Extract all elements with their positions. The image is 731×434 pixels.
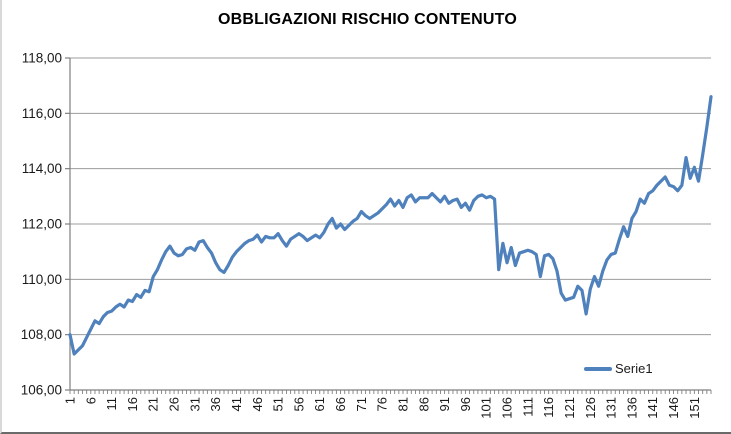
y-tick-label: 110,00 xyxy=(22,272,62,287)
x-tick-label: 106 xyxy=(500,397,515,419)
x-tick-label: 6 xyxy=(83,397,98,404)
x-tick-label: 121 xyxy=(562,397,577,419)
x-tick-label: 46 xyxy=(250,397,265,411)
legend-line-swatch xyxy=(584,366,612,371)
y-tick-label: 118,00 xyxy=(22,51,62,66)
chart-title: OBBLIGAZIONI RISCHIO CONTENUTO xyxy=(217,11,518,28)
x-tick-label: 51 xyxy=(271,397,286,411)
x-tick-label: 31 xyxy=(187,397,202,411)
x-tick-label: 16 xyxy=(125,397,140,411)
y-tick-label: 116,00 xyxy=(22,106,62,121)
y-tick-label: 108,00 xyxy=(21,327,62,342)
legend-label: Serie1 xyxy=(615,361,653,376)
x-tick-label: 76 xyxy=(375,397,390,411)
x-tick-label: 81 xyxy=(395,397,410,411)
x-tick-label: 91 xyxy=(437,397,452,411)
x-tick-label: 41 xyxy=(229,397,244,411)
legend: Serie1 xyxy=(584,361,653,376)
x-tick-label: 116 xyxy=(541,397,556,418)
x-tick-label: 61 xyxy=(312,397,327,411)
series-line xyxy=(68,95,713,356)
x-tick-label: 151 xyxy=(687,397,702,419)
x-tick-label: 126 xyxy=(583,397,598,419)
x-tick-label: 56 xyxy=(291,397,306,411)
x-tick-label: 136 xyxy=(624,397,639,419)
x-tick-label: 36 xyxy=(208,397,223,411)
x-tick-label: 71 xyxy=(354,397,369,411)
x-tick-label: 11 xyxy=(104,397,119,411)
x-tick-label: 131 xyxy=(604,397,619,419)
x-tick-label: 101 xyxy=(479,397,494,419)
x-tick-label: 146 xyxy=(666,397,681,419)
x-tick-label: 21 xyxy=(146,397,161,411)
x-tick-label: 141 xyxy=(645,397,660,419)
x-tick-label: 26 xyxy=(167,397,182,411)
y-tick-label: 112,00 xyxy=(22,217,62,232)
x-tick-label: 86 xyxy=(416,397,431,411)
x-tick-label: 66 xyxy=(333,397,348,411)
y-tick-label: 114,00 xyxy=(22,161,62,176)
y-tick-label: 106,00 xyxy=(21,383,62,398)
x-tick-label: 96 xyxy=(458,397,473,411)
x-tick-label: 111 xyxy=(520,397,535,417)
x-tick-label: 1 xyxy=(63,397,78,404)
